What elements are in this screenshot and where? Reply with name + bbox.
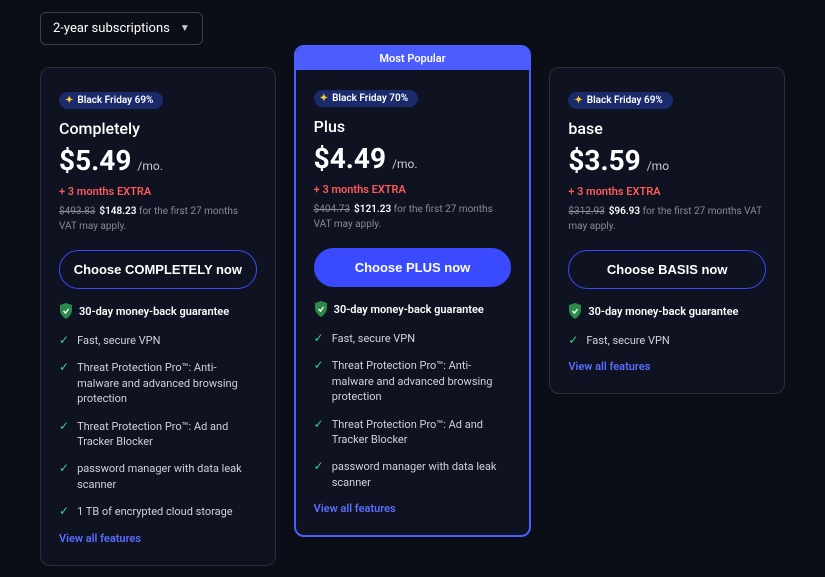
badge-text: Black Friday 69%	[77, 95, 153, 106]
feature-text: Threat Protection Pro™: Anti-malware and…	[77, 360, 257, 406]
pricing-cards: ✦ Black Friday 69% Completely $5.49 /mo.…	[40, 67, 785, 566]
check-icon: ✓	[59, 461, 69, 475]
popular-header: Most Popular	[296, 47, 530, 70]
feature-text: Fast, secure VPN	[332, 331, 415, 346]
price: $3.59	[568, 144, 640, 177]
check-icon: ✓	[59, 333, 69, 347]
view-all-features-link[interactable]: View all features	[314, 502, 512, 515]
shield-icon	[568, 303, 582, 319]
feature-item: ✓ Threat Protection Pro™: Ad and Tracker …	[59, 419, 257, 450]
guarantee-row: 30-day money-back guarantee	[568, 303, 766, 319]
view-all-features-link[interactable]: View all features	[568, 360, 766, 373]
price: $5.49	[59, 144, 131, 177]
guarantee-row: 30-day money-back guarantee	[59, 303, 257, 319]
plan-name: base	[568, 119, 766, 138]
extra-months: + 3 months EXTRA	[59, 185, 257, 198]
promo-badge: ✦ Black Friday 70%	[314, 90, 418, 107]
feature-text: Fast, secure VPN	[586, 333, 669, 348]
choose-completely-button[interactable]: Choose COMPLETELY now	[59, 250, 257, 289]
shield-icon	[314, 301, 328, 317]
feature-item: ✓ password manager with data leak scanner	[314, 459, 512, 490]
feature-item: ✓ password manager with data leak scanner	[59, 461, 257, 492]
check-icon: ✓	[59, 504, 69, 518]
feature-item: ✓ Fast, secure VPN	[59, 333, 257, 348]
new-price: $148.23	[99, 206, 136, 217]
guarantee-text: 30-day money-back guarantee	[79, 305, 229, 318]
feature-text: Threat Protection Pro™: Anti-malware and…	[332, 358, 512, 404]
price-subtext: $404.73$121.23 for the first 27 months V…	[314, 202, 512, 232]
check-icon: ✓	[314, 358, 324, 372]
feature-item: ✓ Threat Protection Pro™: Ad and Tracker …	[314, 417, 512, 448]
feature-text: 1 TB of encrypted cloud storage	[77, 504, 233, 519]
extra-months: + 3 months EXTRA	[314, 183, 512, 196]
price-row: $3.59 /mo	[568, 144, 766, 177]
star-icon: ✦	[65, 95, 73, 106]
feature-item: ✓ Fast, secure VPN	[314, 331, 512, 346]
feature-text: Threat Protection Pro™: Ad and Tracker B…	[332, 417, 512, 448]
feature-item: ✓ 1 TB of encrypted cloud storage	[59, 504, 257, 519]
plan-name: Completely	[59, 119, 257, 138]
old-price: $404.73	[314, 204, 350, 215]
price-period: /mo	[647, 159, 669, 173]
plan-name: Plus	[314, 117, 512, 136]
star-icon: ✦	[574, 95, 582, 106]
price-subtext: $493.83$148.23 for the first 27 months V…	[59, 204, 257, 234]
new-price: $121.23	[354, 204, 391, 215]
guarantee-text: 30-day money-back guarantee	[588, 305, 738, 318]
chevron-down-icon: ▼	[180, 23, 190, 34]
check-icon: ✓	[314, 417, 324, 431]
promo-badge: ✦ Black Friday 69%	[568, 92, 672, 109]
promo-badge: ✦ Black Friday 69%	[59, 92, 163, 109]
badge-text: Black Friday 70%	[332, 93, 408, 104]
choose-base-button[interactable]: Choose BASIS now	[568, 250, 766, 289]
subscription-dropdown[interactable]: 2-year subscriptions ▼	[40, 12, 203, 45]
feature-item: ✓ Threat Protection Pro™: Anti-malware an…	[59, 360, 257, 406]
plan-card-completely: ✦ Black Friday 69% Completely $5.49 /mo.…	[40, 67, 276, 566]
feature-text: Fast, secure VPN	[77, 333, 160, 348]
old-price: $312.93	[568, 206, 604, 217]
feature-text: password manager with data leak scanner	[332, 459, 512, 490]
price-period: /mo.	[392, 157, 417, 171]
star-icon: ✦	[320, 93, 328, 104]
check-icon: ✓	[59, 419, 69, 433]
guarantee-row: 30-day money-back guarantee	[314, 301, 512, 317]
check-icon: ✓	[568, 333, 578, 347]
dropdown-label: 2-year subscriptions	[53, 21, 170, 36]
new-price: $96.93	[609, 206, 640, 217]
plan-card-base: ✦ Black Friday 69% base $3.59 /mo + 3 mo…	[549, 67, 785, 394]
plan-card-plus: Most Popular ✦ Black Friday 70% Plus $4.…	[294, 45, 532, 537]
guarantee-text: 30-day money-back guarantee	[334, 303, 484, 316]
choose-plus-button[interactable]: Choose PLUS now	[314, 248, 512, 287]
feature-item: ✓ Threat Protection Pro™: Anti-malware an…	[314, 358, 512, 404]
feature-text: password manager with data leak scanner	[77, 461, 257, 492]
feature-text: Threat Protection Pro™: Ad and Tracker B…	[77, 419, 257, 450]
badge-text: Black Friday 69%	[587, 95, 663, 106]
price-subtext: $312.93$96.93 for the first 27 months VA…	[568, 204, 766, 234]
price-row: $5.49 /mo.	[59, 144, 257, 177]
price-period: /mo.	[137, 159, 162, 173]
price-row: $4.49 /mo.	[314, 142, 512, 175]
check-icon: ✓	[314, 459, 324, 473]
shield-icon	[59, 303, 73, 319]
price: $4.49	[314, 142, 386, 175]
feature-item: ✓ Fast, secure VPN	[568, 333, 766, 348]
view-all-features-link[interactable]: View all features	[59, 532, 257, 545]
check-icon: ✓	[314, 331, 324, 345]
old-price: $493.83	[59, 206, 95, 217]
extra-months: + 3 months EXTRA	[568, 185, 766, 198]
check-icon: ✓	[59, 360, 69, 374]
